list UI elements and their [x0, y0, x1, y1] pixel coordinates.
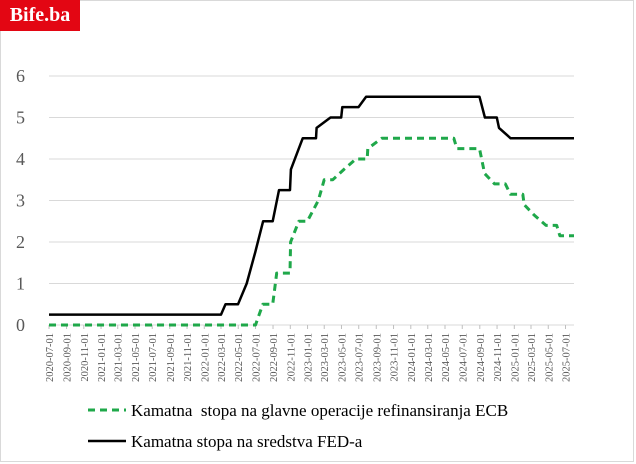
x-tick-label-2023-05-01: 2023-05-01: [337, 333, 348, 382]
y-tick-label-0: 0: [16, 315, 25, 335]
x-tick-label-2020-09-01: 2020-09-01: [63, 333, 74, 382]
x-tick-label-2021-09-01: 2021-09-01: [166, 333, 177, 382]
series-line-ecb: [49, 136, 574, 327]
x-tick-label-2024-07-01: 2024-07-01: [458, 333, 469, 382]
x-tick-label-2025-01-01: 2025-01-01: [510, 333, 521, 382]
x-tick-label-2021-05-01: 2021-05-01: [131, 333, 142, 382]
x-tick-label-2023-01-01: 2023-01-01: [304, 333, 315, 382]
x-tick-label-2024-01-01: 2024-01-01: [407, 333, 418, 382]
y-tick-label-2: 2: [16, 232, 25, 252]
x-tick-label-2020-11-01: 2020-11-01: [80, 333, 91, 382]
x-tick-label-2025-05-01: 2025-05-01: [544, 333, 555, 382]
x-tick-label-2023-09-01: 2023-09-01: [372, 333, 383, 382]
x-tick-label-2022-05-01: 2022-05-01: [234, 333, 245, 382]
y-tick-label-6: 6: [16, 66, 25, 86]
gridlines: [49, 75, 574, 326]
x-tick-label-2024-11-01: 2024-11-01: [493, 333, 504, 382]
x-tick-label-2022-07-01: 2022-07-01: [251, 333, 262, 382]
legend: Kamatna stopa na glavne operacije refina…: [88, 401, 508, 451]
x-tick-label-2021-03-01: 2021-03-01: [114, 333, 125, 382]
y-axis: 0 1 2 3 4 5 6: [16, 66, 25, 335]
y-tick-label-1: 1: [16, 274, 25, 294]
x-tick-label-2023-03-01: 2023-03-01: [320, 333, 331, 382]
y-tick-label-3: 3: [16, 191, 25, 211]
x-tick-label-2023-07-01: 2023-07-01: [355, 333, 366, 382]
x-tick-label-2024-05-01: 2024-05-01: [441, 333, 452, 382]
x-tick-label-2023-11-01: 2023-11-01: [390, 333, 401, 382]
x-tick-label-2024-09-01: 2024-09-01: [476, 333, 487, 382]
x-tick-label-2021-01-01: 2021-01-01: [97, 333, 108, 382]
x-tick-label-2020-07-01: 2020-07-01: [45, 333, 56, 382]
series-line-fed: [49, 95, 574, 316]
x-tick-label-2021-07-01: 2021-07-01: [148, 333, 159, 382]
x-tick-label-2021-11-01: 2021-11-01: [183, 333, 194, 382]
x-tick-label-2024-03-01: 2024-03-01: [424, 333, 435, 382]
legend-label-ecb: Kamatna stopa na glavne operacije refina…: [131, 401, 508, 420]
x-axis: 2020-07-01 2020-09-01 2020-11-01 2021-01-01…: [45, 325, 573, 382]
brand-logo[interactable]: Bife.ba: [0, 0, 80, 31]
series-lines: [49, 95, 574, 327]
x-tick-label-2022-11-01: 2022-11-01: [286, 333, 297, 382]
x-tick-label-2025-07-01: 2025-07-01: [562, 333, 573, 382]
y-tick-label-5: 5: [16, 108, 25, 128]
y-tick-label-4: 4: [16, 149, 25, 169]
x-tick-label-2022-09-01: 2022-09-01: [269, 333, 280, 382]
x-tick-label-2025-03-01: 2025-03-01: [527, 333, 538, 382]
x-tick-label-2022-03-01: 2022-03-01: [217, 333, 228, 382]
legend-label-fed: Kamatna stopa na sredstva FED-a: [131, 432, 363, 451]
x-tick-label-2022-01-01: 2022-01-01: [200, 333, 211, 382]
